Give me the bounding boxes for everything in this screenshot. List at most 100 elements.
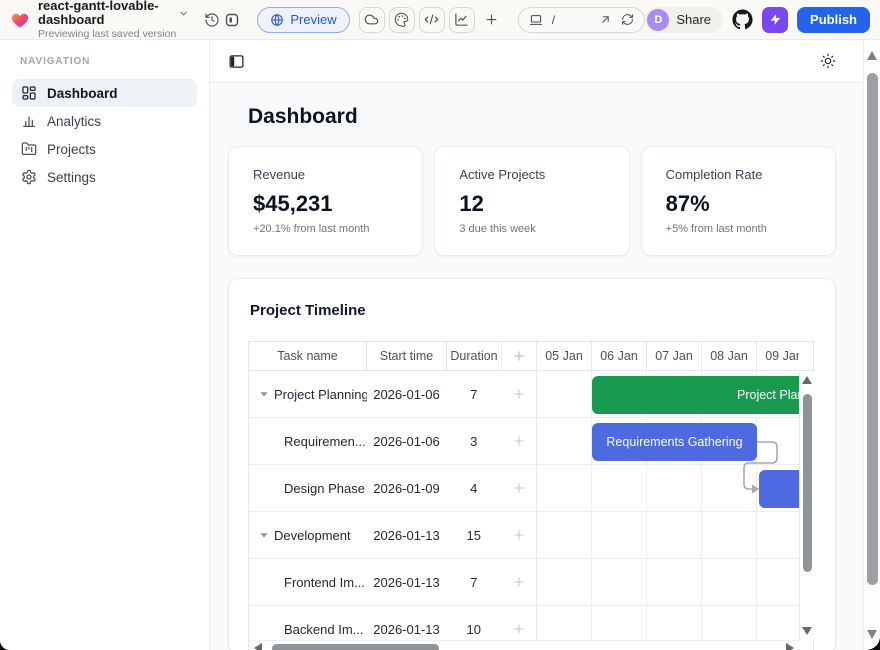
task-name: Project Planning (274, 387, 367, 402)
upgrade-button[interactable] (762, 7, 788, 33)
url-bar[interactable]: / (518, 7, 646, 33)
stat-label: Revenue (253, 167, 398, 182)
task-row-backend[interactable]: Backend Im... 2026-01-13 10 (249, 606, 536, 640)
task-start: 2026-01-13 (367, 622, 447, 637)
scroll-right-arrow[interactable] (786, 643, 794, 650)
task-name: Design Phase (284, 481, 365, 496)
collapse-caret-icon[interactable] (259, 530, 269, 540)
column-header-task-name: Task name (249, 342, 367, 370)
project-switcher[interactable]: react-gantt-lovable-dashboard (38, 0, 189, 28)
folder-icon (21, 141, 37, 157)
new-tab-button[interactable] (482, 7, 502, 33)
task-name: Development (274, 528, 351, 543)
scroll-up-arrow[interactable] (802, 376, 812, 384)
sidebar-item-label: Dashboard (47, 86, 118, 101)
preview-button[interactable]: Preview (257, 7, 349, 33)
publish-button[interactable]: Publish (797, 7, 870, 33)
stat-note: 3 due this week (459, 223, 604, 235)
task-row-project-planning[interactable]: Project Planning 2026-01-06 7 (249, 371, 536, 418)
date-header: 06 Jan (592, 342, 647, 370)
task-start: 2026-01-13 (367, 528, 447, 543)
gantt-hscroll-thumb[interactable] (272, 644, 439, 650)
page-scroll-down-arrow[interactable] (867, 630, 877, 639)
url-path: / (552, 13, 555, 27)
history-button[interactable] (203, 7, 222, 33)
task-duration: 7 (446, 387, 501, 402)
refresh-icon[interactable] (621, 13, 634, 26)
sidebar-item-label: Settings (47, 170, 96, 185)
page-scroll-up-arrow[interactable] (867, 51, 877, 60)
palette-icon (394, 12, 409, 27)
chevron-down-icon (178, 8, 189, 19)
cloud-button[interactable] (359, 7, 385, 33)
cloud-icon (364, 12, 379, 27)
gantt-horizontal-scrollbar[interactable] (249, 640, 799, 650)
sidebar-item-dashboard[interactable]: Dashboard (12, 79, 197, 107)
lightning-bolt-icon (769, 13, 782, 26)
add-task-button[interactable] (501, 481, 536, 495)
stat-card-revenue: Revenue $45,231 +20.1% from last month (228, 146, 423, 256)
add-task-button[interactable] (501, 528, 536, 542)
preview-app-header (210, 40, 880, 83)
task-start: 2026-01-13 (367, 575, 447, 590)
theme-palette-button[interactable] (389, 7, 415, 33)
open-external-icon[interactable] (599, 13, 612, 26)
sidebar-toggle-button[interactable] (228, 53, 245, 70)
task-duration: 10 (446, 622, 501, 637)
left-sidebar: NAVIGATION Dashboard Analytics Projects … (0, 40, 210, 650)
task-row-frontend[interactable]: Frontend Im... 2026-01-13 7 (249, 559, 536, 606)
project-timeline-card: Project Timeline Task name Start time Du… (228, 278, 836, 650)
project-subtitle: Previewing last saved version (38, 29, 189, 41)
gantt-bar-project-planning[interactable]: Project Planning (592, 376, 799, 414)
github-button[interactable] (732, 9, 753, 30)
task-row-development[interactable]: Development 2026-01-13 15 (249, 512, 536, 559)
scroll-down-arrow[interactable] (802, 627, 812, 635)
date-header: 07 Jan (647, 342, 702, 370)
share-button[interactable]: D Share (645, 7, 723, 33)
code-view-button[interactable] (419, 7, 445, 33)
sidebar-item-projects[interactable]: Projects (12, 135, 197, 163)
add-task-button[interactable] (501, 387, 536, 401)
add-task-button[interactable] (501, 434, 536, 448)
sun-icon (820, 53, 836, 69)
dashboard-content: Dashboard Revenue $45,231 +20.1% from la… (210, 83, 880, 650)
analytics-view-button[interactable] (449, 7, 475, 33)
date-header: 08 Jan (702, 342, 757, 370)
add-column-button[interactable] (502, 342, 537, 370)
task-row-design-phase[interactable]: Design Phase 2026-01-09 4 (249, 465, 536, 512)
gantt-vscroll-thumb[interactable] (803, 394, 812, 572)
sidebar-item-analytics[interactable]: Analytics (12, 107, 197, 135)
sidebar-item-label: Projects (47, 142, 96, 157)
gantt-header: Task name Start time Duration 05 Jan 06 … (249, 342, 814, 371)
theme-toggle-button[interactable] (820, 53, 836, 69)
gantt-vertical-scrollbar[interactable] (799, 371, 814, 640)
gantt-chart: Task name Start time Duration 05 Jan 06 … (248, 341, 814, 650)
task-name: Frontend Im... (284, 575, 365, 590)
gantt-timeline-area: Project Planning Requirements Gathering (537, 371, 799, 640)
stat-card-completion-rate: Completion Rate 87% +5% from last month (641, 146, 836, 256)
stat-note: +5% from last month (666, 223, 811, 235)
add-task-button[interactable] (501, 622, 536, 636)
timeline-title: Project Timeline (250, 302, 816, 319)
top-toolbar: react-gantt-lovable-dashboard Previewing… (0, 0, 880, 40)
task-row-requirements[interactable]: Requiremen... 2026-01-06 3 (249, 418, 536, 465)
project-name: react-gantt-lovable-dashboard (38, 0, 174, 28)
device-preview-button[interactable] (222, 7, 241, 33)
code-icon (424, 12, 439, 27)
add-task-button[interactable] (501, 575, 536, 589)
task-duration: 15 (446, 528, 501, 543)
page-scroll-thumb[interactable] (867, 73, 878, 585)
line-chart-icon (454, 12, 469, 27)
stat-card-active-projects: Active Projects 12 3 due this week (434, 146, 629, 256)
lovable-logo-icon[interactable] (10, 9, 30, 31)
avatar[interactable]: D (647, 9, 669, 31)
column-header-duration: Duration (447, 342, 502, 370)
sidebar-item-settings[interactable]: Settings (12, 163, 197, 191)
scroll-left-arrow[interactable] (254, 643, 262, 650)
stat-label: Active Projects (459, 167, 604, 182)
column-header-start-time: Start time (367, 342, 447, 370)
page-vertical-scrollbar[interactable] (863, 40, 880, 650)
dashboard-grid-icon (21, 85, 37, 101)
stat-label: Completion Rate (666, 167, 811, 182)
collapse-caret-icon[interactable] (259, 389, 269, 399)
